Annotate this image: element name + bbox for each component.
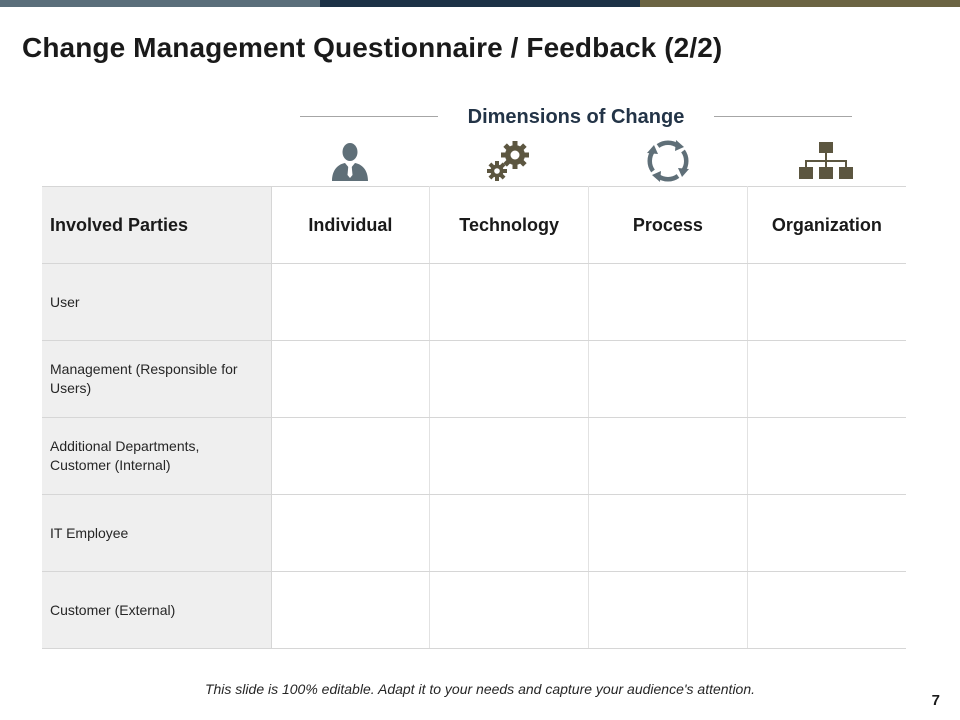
top-bar-segment-3 <box>640 0 960 7</box>
table-cell[interactable] <box>747 494 906 572</box>
table-cell[interactable] <box>588 494 748 572</box>
table-cell[interactable] <box>588 417 748 495</box>
table-cell[interactable] <box>429 417 589 495</box>
top-color-bar <box>0 0 960 7</box>
header-technology: Technology <box>429 186 589 264</box>
header-organization: Organization <box>747 186 906 264</box>
header-individual: Individual <box>271 186 431 264</box>
table-cell[interactable] <box>271 263 431 341</box>
row-label-management: Management (Responsible for Users) <box>42 340 272 418</box>
table-cell[interactable] <box>271 494 431 572</box>
table-row: IT Employee <box>42 494 906 572</box>
table-cell[interactable] <box>429 340 589 418</box>
row-label-additional-departments: Additional Departments, Customer (Intern… <box>42 417 272 495</box>
table-cell[interactable] <box>271 417 431 495</box>
top-bar-segment-2 <box>320 0 640 7</box>
header-process: Process <box>588 186 748 264</box>
table-cell[interactable] <box>271 571 431 649</box>
row-label-it-employee: IT Employee <box>42 494 272 572</box>
slide-title: Change Management Questionnaire / Feedba… <box>22 32 723 63</box>
table-cell[interactable] <box>747 263 906 341</box>
person-icon <box>271 138 429 184</box>
org-chart-icon <box>747 138 905 184</box>
table-header-row: Involved Parties Individual Technology P… <box>42 186 906 264</box>
table-cell[interactable] <box>747 340 906 418</box>
top-bar-segment-1 <box>0 0 320 7</box>
header-involved-parties: Involved Parties <box>42 186 272 264</box>
gears-icon <box>430 138 588 184</box>
header-divider-right <box>714 116 852 117</box>
table-cell[interactable] <box>429 263 589 341</box>
table-cell[interactable] <box>588 340 748 418</box>
table-cell[interactable] <box>429 571 589 649</box>
dimensions-title: Dimensions of Change <box>467 106 685 128</box>
dimensions-header: Dimensions of Change <box>300 104 852 134</box>
table-row: Customer (External) <box>42 571 906 649</box>
table-cell[interactable] <box>747 417 906 495</box>
table-cell[interactable] <box>271 340 431 418</box>
row-label-customer-external: Customer (External) <box>42 571 272 649</box>
table-cell[interactable] <box>588 263 748 341</box>
table-row: Management (Responsible for Users) <box>42 340 906 418</box>
row-label-user: User <box>42 263 272 341</box>
page-number: 7 <box>931 692 940 709</box>
footer-note: This slide is 100% editable. Adapt it to… <box>204 681 756 697</box>
questionnaire-table: Involved Parties Individual Technology P… <box>42 186 906 649</box>
table-cell[interactable] <box>429 494 589 572</box>
dimension-icons <box>271 138 906 184</box>
table-cell[interactable] <box>747 571 906 649</box>
header-divider-left <box>300 116 438 117</box>
cycle-arrows-icon <box>589 138 747 184</box>
table-row: Additional Departments, Customer (Intern… <box>42 417 906 495</box>
table-row: User <box>42 263 906 341</box>
table-cell[interactable] <box>588 571 748 649</box>
